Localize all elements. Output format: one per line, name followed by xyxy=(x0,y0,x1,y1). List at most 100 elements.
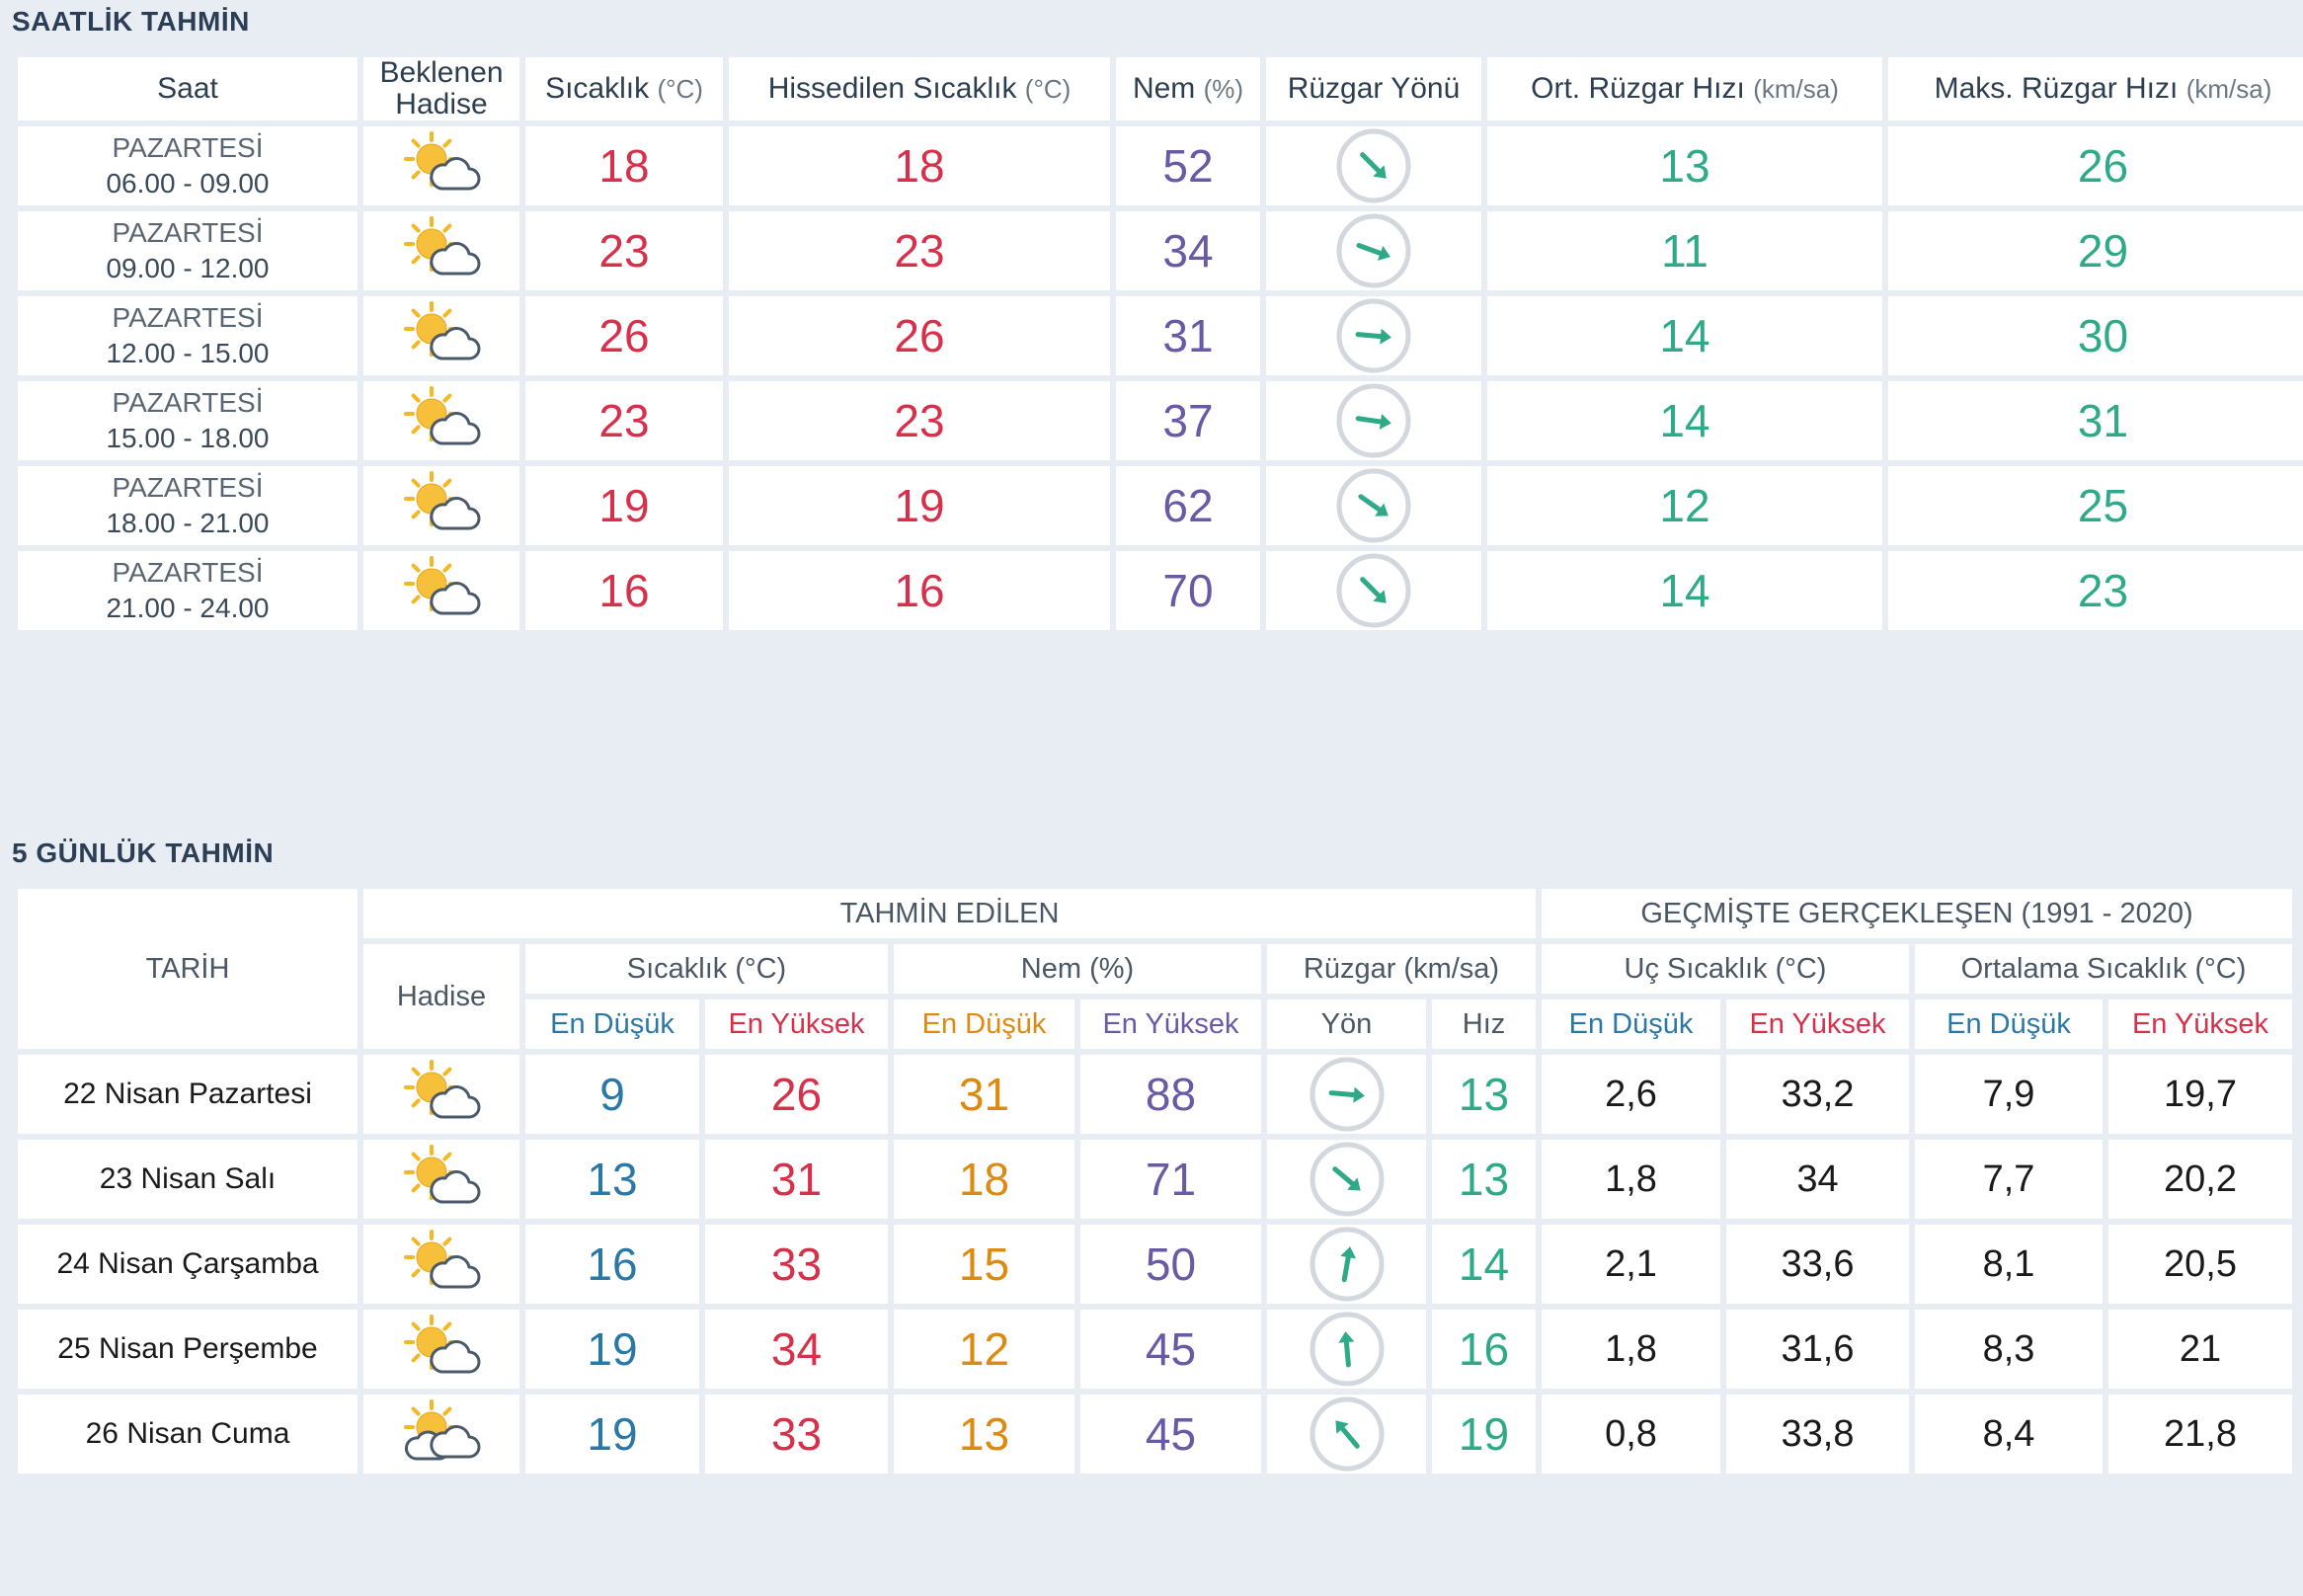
hourly-header-temp: Sıcaklık (°C) xyxy=(525,57,723,120)
sun-cloud-icon xyxy=(402,471,481,540)
time-day: PAZARTESİ xyxy=(112,472,264,503)
extreme-max-value: 31,6 xyxy=(1726,1310,1909,1389)
wind-dir-cell xyxy=(1266,126,1481,205)
daily-header-extreme-min: En Düşük xyxy=(1542,999,1720,1049)
sun-cloud-icon xyxy=(402,301,481,370)
daily-header-row-2: Hadise Sıcaklık (°C) Nem (%) Rüzgar (km/… xyxy=(18,944,2293,1049)
avg-min-value: 7,9 xyxy=(1915,1055,2103,1134)
wind-direction-icon xyxy=(1308,1310,1387,1389)
humidity-max-value: 88 xyxy=(1080,1055,1261,1134)
feels-value: 18 xyxy=(729,126,1110,205)
sun-cloud-icon xyxy=(402,1230,481,1299)
daily-header-extreme-max: En Yüksek xyxy=(1726,999,1909,1049)
wind-avg-value: 13 xyxy=(1487,126,1882,205)
feels-value: 19 xyxy=(729,466,1110,545)
wind-max-value: 30 xyxy=(1888,296,2303,375)
time-range: 15.00 - 18.00 xyxy=(106,423,270,453)
daily-table: TARİH TAHMİN EDİLEN GEÇMİŞTE GERÇEKLEŞEN… xyxy=(12,883,2298,1479)
daily-header-forecast-group: TAHMİN EDİLEN xyxy=(363,889,1536,938)
wind-speed-value: 19 xyxy=(1432,1395,1536,1474)
time-day: PAZARTESİ xyxy=(112,132,264,163)
humidity-value: 34 xyxy=(1116,211,1260,290)
daily-row: 24 Nisan Çarşamba 16 33 15 50 14 2,1 33,6 8,1 2… xyxy=(18,1225,2293,1304)
daily-header-date: TARİH xyxy=(18,889,357,1049)
temp-max-value: 33 xyxy=(705,1225,888,1304)
extreme-min-value: 1,8 xyxy=(1542,1140,1720,1219)
time-range: 09.00 - 12.00 xyxy=(106,253,270,283)
extreme-max-value: 33,6 xyxy=(1726,1225,1909,1304)
wind-dir-cell xyxy=(1266,296,1481,375)
wind-dir-cell xyxy=(1267,1395,1426,1474)
wind-speed-value: 14 xyxy=(1432,1225,1536,1304)
sun-cloud-icon xyxy=(402,556,481,625)
date-cell: 23 Nisan Salı xyxy=(18,1140,357,1219)
sun-cloud-icon xyxy=(402,1315,481,1384)
humidity-max-value: 45 xyxy=(1080,1310,1261,1389)
time-day: PAZARTESİ xyxy=(112,217,264,248)
wind-speed-value: 16 xyxy=(1432,1310,1536,1389)
time-cell: PAZARTESİ 12.00 - 15.00 xyxy=(18,296,357,375)
daily-header-avg-temp: Ortalama Sıcaklık (°C) xyxy=(1915,944,2293,994)
humidity-min-value: 15 xyxy=(894,1225,1074,1304)
extreme-max-value: 33,8 xyxy=(1726,1395,1909,1474)
time-cell: PAZARTESİ 21.00 - 24.00 xyxy=(18,551,357,630)
hourly-header-time: Saat xyxy=(18,57,357,120)
daily-header-humidity: Nem (%) xyxy=(894,944,1261,994)
hourly-header-wind-max: Maks. Rüzgar Hızı (km/sa) xyxy=(1888,57,2303,120)
time-range: 06.00 - 09.00 xyxy=(106,168,270,199)
hourly-table: Saat Beklenen Hadise Sıcaklık (°C) Hissed… xyxy=(12,51,2303,636)
wind-dir-cell xyxy=(1267,1055,1426,1134)
daily-header-humidity-max: En Yüksek xyxy=(1080,999,1261,1049)
humidity-max-value: 71 xyxy=(1080,1140,1261,1219)
humidity-min-value: 12 xyxy=(894,1310,1074,1389)
event-cell xyxy=(363,126,519,205)
humidity-value: 52 xyxy=(1116,126,1260,205)
wind-speed-value: 13 xyxy=(1432,1055,1536,1134)
daily-header-wind-dir: Yön xyxy=(1267,999,1426,1049)
avg-max-value: 21,8 xyxy=(2108,1395,2293,1474)
event-cell xyxy=(363,296,519,375)
event-cell xyxy=(363,1395,519,1474)
daily-header-row-1: TARİH TAHMİN EDİLEN GEÇMİŞTE GERÇEKLEŞEN… xyxy=(18,889,2293,1049)
wind-avg-value: 11 xyxy=(1487,211,1882,290)
daily-section-title: 5 GÜNLÜK TAHMİN xyxy=(12,838,275,868)
avg-max-value: 20,2 xyxy=(2108,1140,2293,1219)
wind-direction-icon xyxy=(1334,381,1413,460)
event-cell xyxy=(363,211,519,290)
temp-max-value: 34 xyxy=(705,1310,888,1389)
event-cell xyxy=(363,381,519,460)
avg-min-value: 7,7 xyxy=(1915,1140,2103,1219)
daily-row: 22 Nisan Pazartesi 9 26 31 88 13 2,6 33,2 7,9 1… xyxy=(18,1055,2293,1134)
date-cell: 24 Nisan Çarşamba xyxy=(18,1225,357,1304)
avg-min-value: 8,3 xyxy=(1915,1310,2103,1389)
daily-header-temp: Sıcaklık (°C) xyxy=(525,944,888,994)
wind-max-value: 23 xyxy=(1888,551,2303,630)
daily-header-avg-max: En Yüksek xyxy=(2108,999,2293,1049)
daily-header-extreme-temp: Uç Sıcaklık (°C) xyxy=(1542,944,1909,994)
hourly-header-feels: Hissedilen Sıcaklık (°C) xyxy=(729,57,1110,120)
event-cell xyxy=(363,551,519,630)
wind-speed-value: 13 xyxy=(1432,1140,1536,1219)
time-day: PAZARTESİ xyxy=(112,557,264,588)
wind-dir-cell xyxy=(1266,551,1481,630)
hourly-header-wind-avg: Ort. Rüzgar Hızı (km/sa) xyxy=(1487,57,1882,120)
date-cell: 25 Nisan Perşembe xyxy=(18,1310,357,1389)
event-cell xyxy=(363,1310,519,1389)
feels-value: 23 xyxy=(729,211,1110,290)
avg-min-value: 8,1 xyxy=(1915,1225,2103,1304)
daily-header-row-3: En Düşük En Yüksek En Düşük En Yüksek Yö… xyxy=(18,999,2293,1049)
feels-value: 23 xyxy=(729,381,1110,460)
event-cell xyxy=(363,1225,519,1304)
temp-max-value: 26 xyxy=(705,1055,888,1134)
hourly-row: PAZARTESİ 15.00 - 18.00 23 23 37 14 31 xyxy=(18,381,2303,460)
wind-direction-icon xyxy=(1334,296,1413,375)
wind-dir-cell xyxy=(1267,1140,1426,1219)
humidity-max-value: 45 xyxy=(1080,1395,1261,1474)
temp-min-value: 13 xyxy=(525,1140,699,1219)
wind-dir-cell xyxy=(1267,1310,1426,1389)
daily-header-wind-speed: Hız xyxy=(1432,999,1536,1049)
wind-avg-value: 14 xyxy=(1487,296,1882,375)
feels-value: 16 xyxy=(729,551,1110,630)
daily-row: 25 Nisan Perşembe 19 34 12 45 16 1,8 31,6 8,3 2… xyxy=(18,1310,2293,1389)
temp-min-value: 19 xyxy=(525,1310,699,1389)
